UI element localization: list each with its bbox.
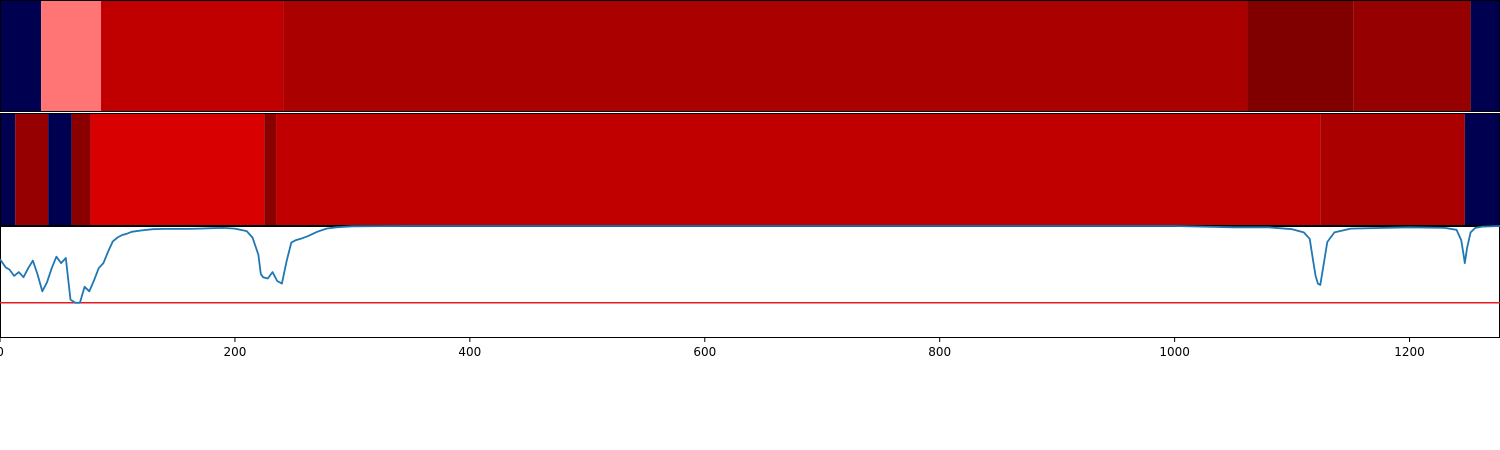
heatmap-top-track: [0, 0, 1500, 112]
heatmap-bottom-segment: [90, 113, 265, 226]
heatmap-bottom-track: [0, 113, 1500, 226]
x-tick-label: 600: [693, 345, 716, 359]
heatmap-bottom-segment: [1320, 113, 1465, 226]
line-plot-panel: [0, 225, 1500, 338]
x-tick-label: 1200: [1394, 345, 1425, 359]
series-line: [0, 225, 1500, 304]
heatmap-bottom-segment: [71, 113, 91, 226]
x-tick-label: 400: [458, 345, 481, 359]
heatmap-bottom-segment: [276, 113, 1321, 226]
x-tick-label: 0: [0, 345, 4, 359]
heatmap-top-segment: [283, 0, 1248, 112]
heatmap-top-segment: [1470, 0, 1500, 112]
heatmap-top-segment: [1353, 0, 1471, 112]
heatmap-bottom-segment: [0, 113, 16, 226]
x-axis: 0 200 400 600 800 1000 1200: [0, 338, 1425, 359]
heatmap-top-segment: [0, 0, 42, 112]
x-tick-label: 800: [928, 345, 951, 359]
x-tick-label: 1000: [1159, 345, 1190, 359]
x-tick-label: 200: [223, 345, 246, 359]
heatmap-bottom-segment: [15, 113, 49, 226]
heatmap-top-segment: [1247, 0, 1354, 112]
heatmap-bottom-segment: [48, 113, 72, 226]
heatmap-bottom-segment: [1464, 113, 1500, 226]
line-plot-frame: [0, 226, 1500, 338]
heatmap-bottom-segment: [264, 113, 277, 226]
heatmap-top-segment: [101, 0, 284, 112]
heatmap-top-segment: [41, 0, 102, 112]
